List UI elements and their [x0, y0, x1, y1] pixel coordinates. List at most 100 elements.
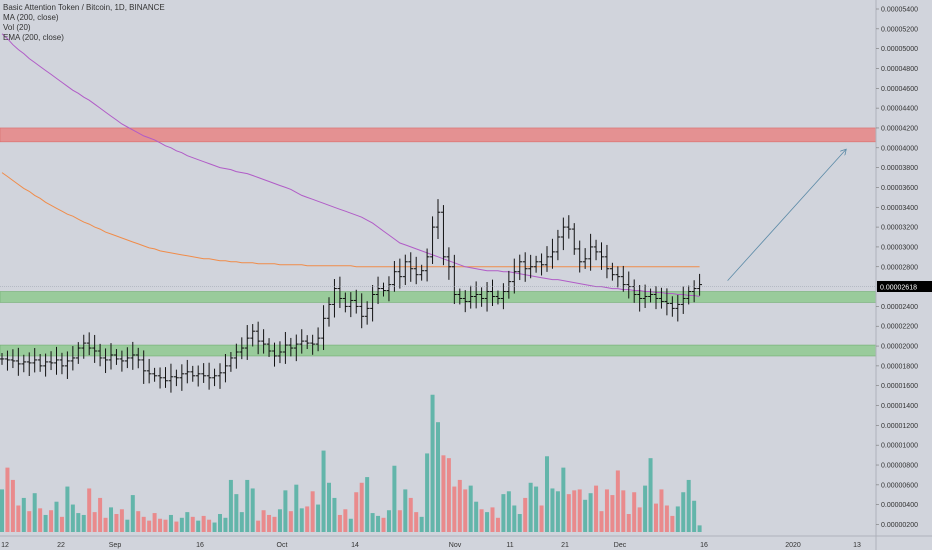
ohlc-bar[interactable] — [528, 254, 534, 279]
ohlc-bar[interactable] — [599, 242, 604, 270]
ohlc-bar[interactable] — [97, 343, 103, 367]
ohlc-bar[interactable] — [212, 368, 217, 387]
ohlc-bar[interactable] — [32, 348, 38, 373]
ohlc-bar[interactable] — [283, 331, 288, 364]
ohlc-bar[interactable] — [490, 279, 495, 307]
ohlc-bar[interactable] — [348, 292, 354, 318]
indicator-ema[interactable]: EMA (200, close) — [3, 33, 64, 42]
ohlc-bar[interactable] — [277, 341, 283, 364]
ohlc-bar[interactable] — [484, 282, 490, 312]
ohlc-bar[interactable] — [582, 248, 588, 269]
ohlc-bar[interactable] — [37, 353, 43, 372]
ohlc-bar[interactable] — [337, 276, 343, 308]
ohlc-bar[interactable] — [511, 258, 517, 294]
ohlc-bar[interactable] — [462, 290, 468, 313]
ohlc-bar[interactable] — [233, 343, 239, 369]
ohlc-bar[interactable] — [206, 362, 212, 390]
ohlc-bar[interactable] — [697, 273, 702, 296]
indicator-ma[interactable]: MA (200, close) — [3, 13, 59, 22]
symbol-title[interactable]: Basic Attention Token / Bitcoin, 1D, BIN… — [3, 3, 165, 12]
ohlc-bar[interactable] — [152, 367, 157, 382]
ohlc-bar[interactable] — [386, 276, 392, 302]
ohlc-bar[interactable] — [86, 332, 92, 356]
ohlc-bar[interactable] — [250, 324, 256, 347]
ohlc-bar[interactable] — [168, 363, 174, 393]
ohlc-bar[interactable] — [21, 354, 27, 373]
ohlc-bar[interactable] — [424, 248, 430, 282]
ohlc-bar[interactable] — [588, 233, 593, 271]
ohlc-bar[interactable] — [332, 279, 337, 318]
ohlc-bar[interactable] — [103, 348, 108, 374]
ohlc-bar[interactable] — [610, 262, 615, 281]
ohlc-bar[interactable] — [577, 240, 583, 273]
ohlc-bar[interactable] — [114, 349, 119, 365]
ohlc-bar[interactable] — [441, 205, 446, 266]
ohlc-bar[interactable] — [413, 256, 419, 285]
ohlc-bar[interactable] — [321, 305, 326, 351]
ohlc-bar[interactable] — [353, 289, 359, 314]
indicator-vol[interactable]: Vol (20) — [3, 23, 31, 32]
ohlc-bar[interactable] — [533, 255, 539, 273]
ohlc-bar[interactable] — [92, 334, 98, 363]
ohlc-bar[interactable] — [604, 244, 610, 279]
ohlc-bar[interactable] — [620, 265, 626, 292]
ohlc-bar[interactable] — [473, 281, 479, 309]
ohlc-bar[interactable] — [517, 254, 523, 281]
ohlc-bar[interactable] — [141, 350, 147, 384]
ohlc-bar[interactable] — [555, 229, 561, 261]
ohlc-bar[interactable] — [495, 290, 501, 305]
ohlc-bar[interactable] — [75, 342, 81, 364]
ohlc-bar[interactable] — [342, 292, 348, 313]
ohlc-bar[interactable] — [680, 286, 686, 314]
ohlc-bar[interactable] — [266, 338, 272, 357]
ohlc-bar[interactable] — [615, 266, 621, 288]
ohlc-bar[interactable] — [430, 216, 435, 264]
ohlc-bar[interactable] — [397, 258, 403, 289]
ohlc-bar[interactable] — [451, 254, 457, 305]
ohlc-bar[interactable] — [364, 301, 370, 325]
ohlc-bar[interactable] — [124, 347, 130, 369]
ohlc-bar[interactable] — [419, 264, 425, 281]
ohlc-bar[interactable] — [370, 284, 375, 322]
time-axis[interactable]: 12 22 Sep 16 Oct 14 Nov 11 21 Dec 16 2020 13 — [1, 542, 861, 549]
resistance-zone[interactable] — [0, 127, 877, 143]
ohlc-bar[interactable] — [402, 254, 408, 285]
ohlc-bar[interactable] — [228, 352, 234, 372]
ohlc-bar[interactable] — [468, 285, 474, 309]
ohlc-bar[interactable] — [195, 365, 201, 387]
ohlc-bar[interactable] — [326, 297, 332, 327]
ohlc-bar[interactable] — [571, 223, 577, 255]
ohlc-bar[interactable] — [593, 239, 599, 261]
ohlc-bar[interactable] — [293, 334, 299, 362]
ohlc-bar[interactable] — [522, 252, 528, 282]
ohlc-bar[interactable] — [381, 282, 386, 297]
ohlc-bar[interactable] — [15, 347, 21, 376]
ohlc-bar[interactable] — [479, 287, 484, 307]
ohlc-bar[interactable] — [637, 284, 643, 312]
ohlc-bar[interactable] — [446, 247, 452, 280]
ohlc-bar[interactable] — [566, 215, 572, 239]
ohlc-bar[interactable] — [26, 352, 32, 376]
ohlc-bar[interactable] — [146, 358, 152, 384]
ohlc-bar[interactable] — [65, 351, 70, 379]
ohlc-bar[interactable] — [70, 346, 76, 371]
ohlc-bar[interactable] — [108, 343, 114, 370]
ohlc-bar[interactable] — [59, 352, 65, 375]
ohlc-bar[interactable] — [686, 285, 692, 305]
ohlc-bar[interactable] — [310, 334, 316, 355]
ohlc-bar[interactable] — [10, 349, 16, 369]
ohlc-bar[interactable] — [359, 293, 365, 329]
ohlc-bar[interactable] — [408, 252, 414, 282]
ohlc-bar[interactable] — [54, 346, 59, 375]
ohlc-bar[interactable] — [539, 253, 544, 276]
ohlc-bar[interactable] — [544, 246, 550, 272]
ohlc-bar[interactable] — [375, 276, 381, 305]
ohlc-bar[interactable] — [174, 369, 179, 387]
ohlc-bar[interactable] — [501, 283, 506, 310]
ohlc-bar[interactable] — [201, 363, 207, 383]
ohlc-bar[interactable] — [157, 367, 163, 389]
ohlc-bar[interactable] — [48, 351, 54, 371]
support-zone[interactable] — [0, 291, 877, 303]
ohlc-bar[interactable] — [223, 353, 228, 383]
ohlc-bar[interactable] — [255, 321, 261, 355]
